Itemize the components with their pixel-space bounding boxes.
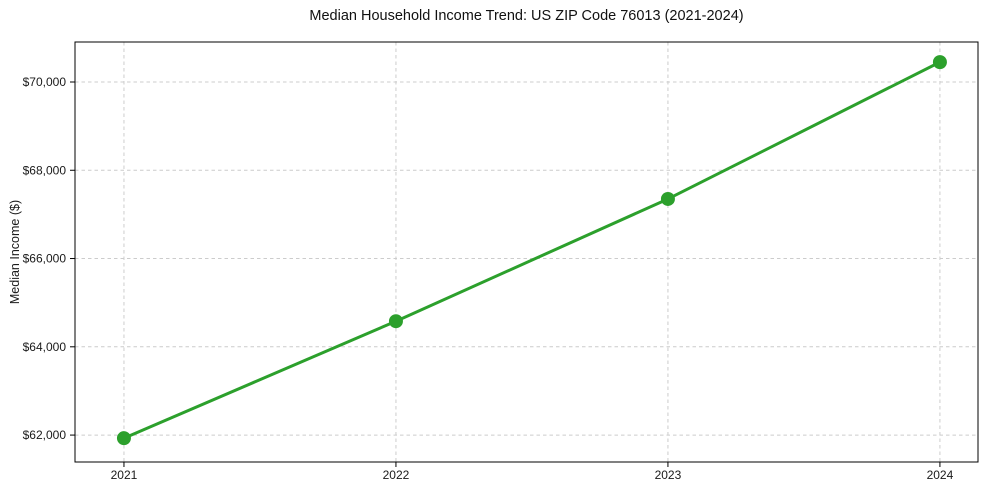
- x-tick-label: 2021: [111, 468, 138, 482]
- chart-title: Median Household Income Trend: US ZIP Co…: [309, 8, 744, 24]
- data-point-marker: [116, 431, 131, 446]
- y-tick-label: $62,000: [23, 428, 67, 442]
- data-line: [122, 60, 942, 440]
- x-tick-label: 2024: [927, 468, 954, 482]
- y-tick-label: $66,000: [23, 252, 67, 266]
- x-tick-label: 2023: [655, 468, 682, 482]
- y-tick-label: $68,000: [23, 163, 67, 177]
- y-tick-label: $64,000: [23, 340, 67, 354]
- y-tick-label: $70,000: [23, 75, 67, 89]
- data-point-marker: [660, 191, 675, 206]
- x-tick-label: 2022: [383, 468, 410, 482]
- data-point-marker: [932, 55, 947, 70]
- data-point-marker: [388, 314, 403, 329]
- axes-spines: [74, 41, 979, 463]
